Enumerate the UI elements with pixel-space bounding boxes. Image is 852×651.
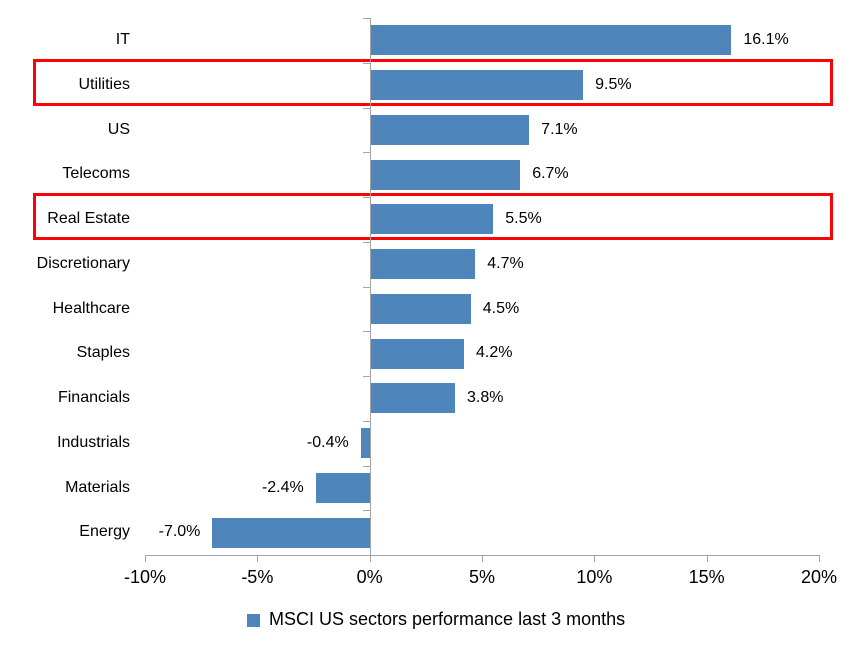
y-axis-tick: [362, 62, 370, 64]
value-label: 9.5%: [595, 75, 632, 93]
y-axis-tick: [362, 376, 370, 377]
legend-label: MSCI US sectors performance last 3 month…: [269, 609, 626, 629]
bar: [369, 293, 471, 324]
highlight-box: [33, 193, 833, 240]
bar: [369, 204, 494, 235]
value-label: 4.7%: [487, 254, 524, 272]
highlight-box: [33, 58, 833, 106]
value-label: 4.5%: [482, 299, 520, 317]
legend: MSCI US sectors performance last 3 month…: [247, 609, 625, 630]
category-label: Discretionary: [36, 254, 130, 272]
category-label: Energy: [79, 523, 130, 541]
bar: [369, 383, 456, 414]
legend-marker-icon: [247, 614, 260, 627]
bar: [360, 428, 370, 459]
y-axis-tick: [362, 286, 370, 288]
category-label: Real Estate: [47, 210, 130, 227]
x-axis-tick-label: -10%: [123, 567, 167, 587]
bar: [369, 338, 465, 369]
category-label: Industrials: [57, 433, 130, 451]
bar: [212, 517, 370, 548]
value-label: 16.1%: [743, 31, 789, 48]
bar: [369, 249, 476, 280]
x-axis-tick-label: 20%: [800, 567, 838, 587]
category-label: Utilities: [78, 75, 130, 93]
value-label: 7.1%: [541, 120, 578, 138]
x-axis-tick-label: 15%: [688, 567, 725, 587]
y-axis-tick: [362, 331, 370, 333]
x-axis-tick: [369, 555, 371, 562]
x-axis-tick: [706, 555, 708, 562]
bar: [369, 159, 521, 190]
x-axis-tick: [482, 555, 483, 562]
category-label: Telecoms: [62, 165, 130, 183]
x-axis-tick: [145, 555, 146, 562]
category-label: Materials: [65, 478, 130, 496]
bar: [369, 25, 732, 56]
x-axis-tick-label: 10%: [576, 567, 613, 587]
y-axis-tick: [362, 107, 370, 109]
bar: [315, 472, 370, 503]
category-label: US: [107, 120, 130, 138]
category-label: Staples: [76, 344, 130, 362]
x-axis-tick: [257, 555, 259, 562]
y-axis-line: [369, 18, 371, 555]
value-label: -2.4%: [261, 478, 304, 496]
category-label: Healthcare: [52, 299, 130, 317]
value-label: 6.7%: [532, 165, 569, 183]
y-axis-tick: [362, 420, 370, 422]
x-axis-tick-label: 5%: [468, 567, 495, 587]
y-axis-tick: [362, 18, 370, 19]
y-axis-tick: [362, 465, 370, 467]
y-axis-tick: [362, 510, 370, 512]
value-label: 3.8%: [467, 389, 504, 406]
category-label: Financials: [57, 389, 130, 406]
x-axis-tick: [594, 555, 596, 562]
x-axis-tick-label: 0%: [356, 567, 383, 587]
x-axis-tick: [819, 555, 820, 562]
y-axis-tick: [362, 241, 370, 243]
y-axis-tick: [362, 152, 370, 154]
value-label: 4.2%: [476, 344, 513, 362]
x-axis-tick-label: -5%: [241, 567, 274, 587]
value-label: 5.5%: [505, 210, 542, 227]
bar: [369, 70, 584, 101]
bar: [369, 114, 530, 145]
value-label: -7.0%: [158, 523, 201, 541]
category-label: IT: [115, 31, 130, 48]
value-label: -0.4%: [306, 433, 349, 451]
y-axis-tick: [362, 197, 370, 198]
